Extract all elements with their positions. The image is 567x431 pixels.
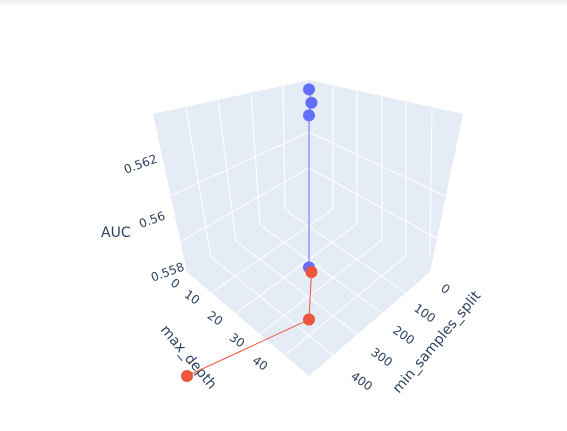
floor-plane [187,194,430,376]
series-line [308,89,312,268]
x-tick-label: 100 [411,301,438,326]
z-axis-title: AUC [101,225,131,241]
data-point[interactable] [303,109,315,122]
right-wall-grid [308,86,446,257]
data-traces[interactable] [181,83,318,382]
y-axis-title: max_depth [157,322,220,392]
y-tick-label: 30 [227,330,248,350]
data-point[interactable] [305,96,318,109]
back-right-wall [309,80,463,272]
x-tick-label: 300 [368,345,395,370]
x-tick-label: 400 [348,369,375,394]
y-tick-label: 20 [205,308,226,328]
data-point[interactable] [303,83,315,96]
left-wall-grid [169,85,310,258]
x-tick-label: 200 [390,323,417,348]
data-point[interactable] [303,313,315,326]
data-point[interactable] [305,266,318,279]
x-tick-label: 0 [438,281,452,297]
window-top-edge [0,0,567,6]
back-left-wall [153,80,309,272]
y-tick-label: 10 [182,287,203,307]
z-tick-label: 0.562 [122,152,159,177]
data-point[interactable] [181,370,193,382]
floor-grid [210,208,407,356]
y-tick-label: 40 [250,353,271,373]
z-tick-label: 0.56 [137,209,167,231]
